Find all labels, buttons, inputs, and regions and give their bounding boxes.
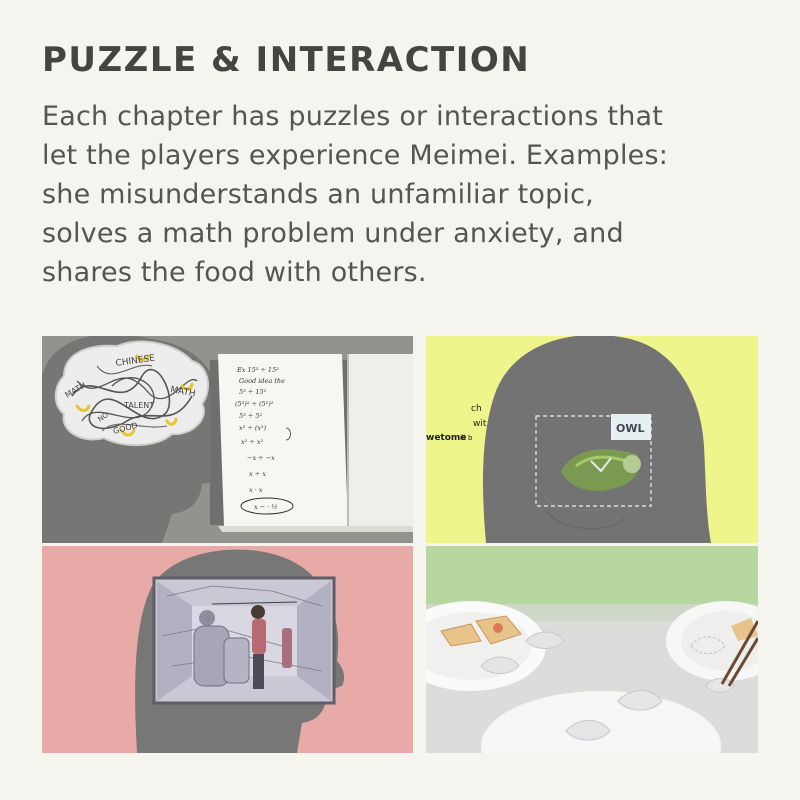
notebook-line: 5³ ÷ 5²	[239, 412, 262, 420]
description-line: she misunderstands an unfamiliar topic,	[42, 179, 594, 210]
notebook-line: Ex 15³ ÷ 15²	[236, 366, 279, 374]
notebook-line: x − · ½	[254, 503, 278, 511]
description-line: let the players experience Meimei. Examp…	[42, 140, 669, 171]
notebook-line: (5³)² ÷ (5²)²	[235, 400, 274, 408]
notebook-line: Good idea the	[239, 377, 285, 385]
description-line: solves a math problem under anxiety, and	[42, 218, 624, 249]
text-fragment: ill b	[460, 434, 473, 442]
brain-word: MATH	[169, 385, 196, 399]
text-fragment: wit	[473, 419, 487, 429]
owl-svg: ch wit wetome ill b OWL	[426, 336, 758, 543]
page-title: PUZZLE & INTERACTION	[42, 40, 531, 80]
notebook-line: x² ÷ x²	[241, 438, 264, 446]
notebook-line: 5³ ÷ 15²	[239, 388, 267, 396]
food-svg	[426, 546, 758, 753]
notebook-line: −x ÷ −x	[247, 454, 275, 462]
owl-label: OWL	[616, 422, 645, 435]
notebook-line: x ÷ x	[249, 470, 266, 478]
text-fragment: wetome	[426, 433, 466, 443]
description-line: Each chapter has puzzles or interactions…	[42, 101, 664, 132]
brain-math-illustration: CHINESE MATH MATH TALENT NO GOOD Ex 15³ …	[42, 336, 413, 543]
people-scene-illustration	[42, 546, 413, 753]
people-svg	[42, 546, 413, 753]
owl-misunderstanding-illustration: ch wit wetome ill b OWL	[426, 336, 758, 543]
text-fragment: ch	[471, 404, 482, 414]
brain-word: TALENT	[123, 401, 154, 410]
brain-math-svg: CHINESE MATH MATH TALENT NO GOOD Ex 15³ …	[42, 336, 413, 543]
food-sharing-illustration	[426, 546, 758, 753]
notebook-line: x² ÷ (x²)	[239, 424, 267, 432]
notebook-line: x · x	[249, 486, 263, 494]
description-line: shares the food with others.	[42, 257, 427, 288]
description: Each chapter has puzzles or interactions…	[42, 97, 762, 292]
